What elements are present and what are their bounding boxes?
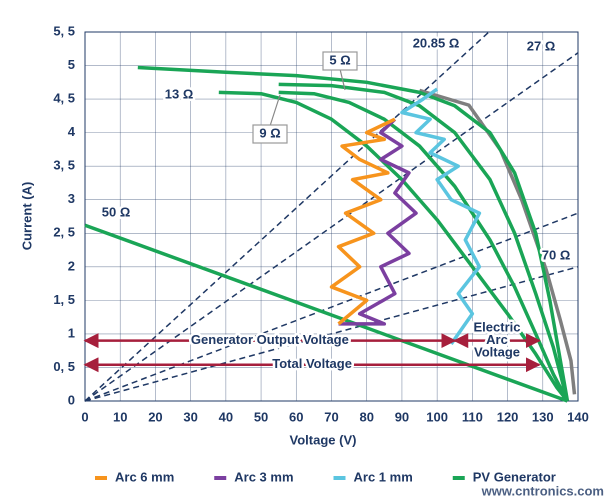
y-tick-label: 2, 5	[53, 225, 75, 240]
x-tick-label: 140	[567, 409, 589, 424]
arrow-label: Voltage	[474, 345, 520, 360]
annotation-box	[252, 124, 288, 144]
x-tick-label: 50	[254, 409, 268, 424]
y-tick-label: 4, 5	[53, 91, 75, 106]
series-line	[84, 65, 570, 403]
x-tick-label: 110	[462, 409, 483, 424]
y-tick-label: 0, 5	[53, 359, 75, 374]
annotation: 70 Ω	[542, 247, 571, 262]
y-tick-label: 3	[68, 191, 75, 206]
x-tick-label: 70	[324, 409, 338, 424]
watermark: www.cntronics.com	[481, 483, 604, 498]
arrow-label: Generator Output Voltage	[191, 332, 349, 347]
load-line	[84, 212, 579, 402]
annotation: 50 Ω	[102, 204, 131, 219]
y-tick-label: 1	[68, 325, 75, 340]
x-tick-label: 80	[359, 409, 373, 424]
series-line	[400, 87, 482, 345]
x-axis-title: Voltage (V)	[290, 432, 357, 447]
x-tick-label: 100	[426, 409, 448, 424]
series-line	[419, 88, 577, 395]
x-tick-label: 40	[219, 409, 233, 424]
y-tick-label: 4	[68, 124, 76, 139]
x-tick-label: 20	[148, 409, 162, 424]
x-tick-label: 60	[289, 409, 303, 424]
y-tick-label: 3, 5	[53, 158, 75, 173]
series-line	[329, 117, 396, 326]
y-tick-label: 2	[68, 258, 75, 273]
y-tick-label: 0	[68, 392, 75, 407]
arrow-label: Arc	[486, 332, 508, 347]
y-tick-label: 5	[68, 57, 75, 72]
annotation: 20.85 Ω	[413, 35, 460, 50]
y-tick-label: 1, 5	[53, 292, 75, 307]
legend-label: Arc 1 mm	[354, 469, 413, 484]
annotation-box	[322, 51, 358, 71]
x-tick-label: 90	[395, 409, 409, 424]
x-tick-label: 130	[532, 409, 554, 424]
legend-label: Arc 3 mm	[234, 469, 293, 484]
y-tick-label: 5, 5	[53, 23, 75, 38]
annotation: 5 Ω	[329, 52, 350, 67]
x-tick-label: 120	[497, 409, 519, 424]
annotation: 27 Ω	[527, 38, 556, 53]
legend-label: PV Generator	[473, 469, 556, 484]
x-tick-label: 30	[183, 409, 197, 424]
series-line	[338, 117, 418, 326]
annotation: 9 Ω	[259, 125, 280, 140]
y-axis-title: Current (A)	[19, 182, 34, 251]
arrow-label: Total Voltage	[272, 356, 352, 371]
leader-line	[269, 94, 281, 127]
x-tick-label: 0	[81, 409, 88, 424]
arrow-label: Electric	[474, 320, 521, 335]
annotation: 13 Ω	[165, 86, 194, 101]
x-tick-label: 10	[113, 409, 127, 424]
plot-frame	[84, 31, 579, 402]
legend-label: Arc 6 mm	[115, 469, 174, 484]
leader-line	[339, 68, 346, 91]
